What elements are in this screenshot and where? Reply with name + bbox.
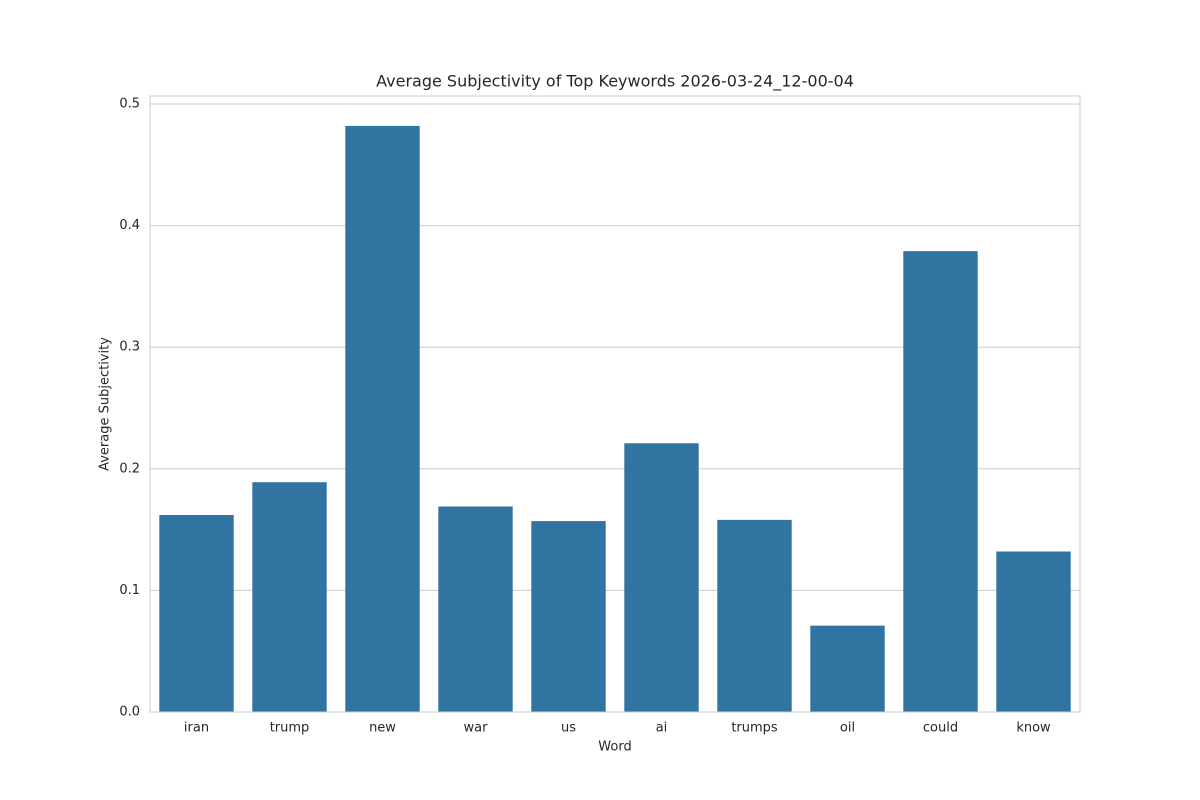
x-tick-label: iran [184,721,209,736]
x-tick-label: know [1016,721,1051,736]
y-tick-label: 0.1 [119,583,140,598]
x-tick-label: oil [840,721,855,736]
y-tick-label: 0.2 [119,461,140,476]
bar [624,443,699,712]
bar [252,482,327,712]
bar [159,515,234,712]
x-tick-label: trump [270,721,310,736]
bar [903,251,978,712]
x-tick-label: war [464,721,489,736]
bar [810,625,885,712]
y-tick-label: 0.3 [119,340,140,355]
x-tick-label: new [369,721,396,736]
x-tick-label: us [561,721,576,736]
bar [717,519,792,712]
chart-title: Average Subjectivity of Top Keywords 202… [376,72,854,92]
bar [531,521,606,712]
y-tick-label: 0.5 [119,97,140,112]
y-tick-label: 0.4 [119,218,140,233]
y-tick-label: 0.0 [119,705,140,720]
x-axis-label: Word [598,740,631,755]
x-tick-label: ai [656,721,668,736]
bar [996,551,1071,712]
x-tick-label: could [923,721,958,736]
bar [438,506,513,712]
plot-border [149,95,1081,713]
bar [345,125,420,712]
y-axis-label: Average Subjectivity [98,337,113,471]
x-tick-label: trumps [731,721,778,736]
